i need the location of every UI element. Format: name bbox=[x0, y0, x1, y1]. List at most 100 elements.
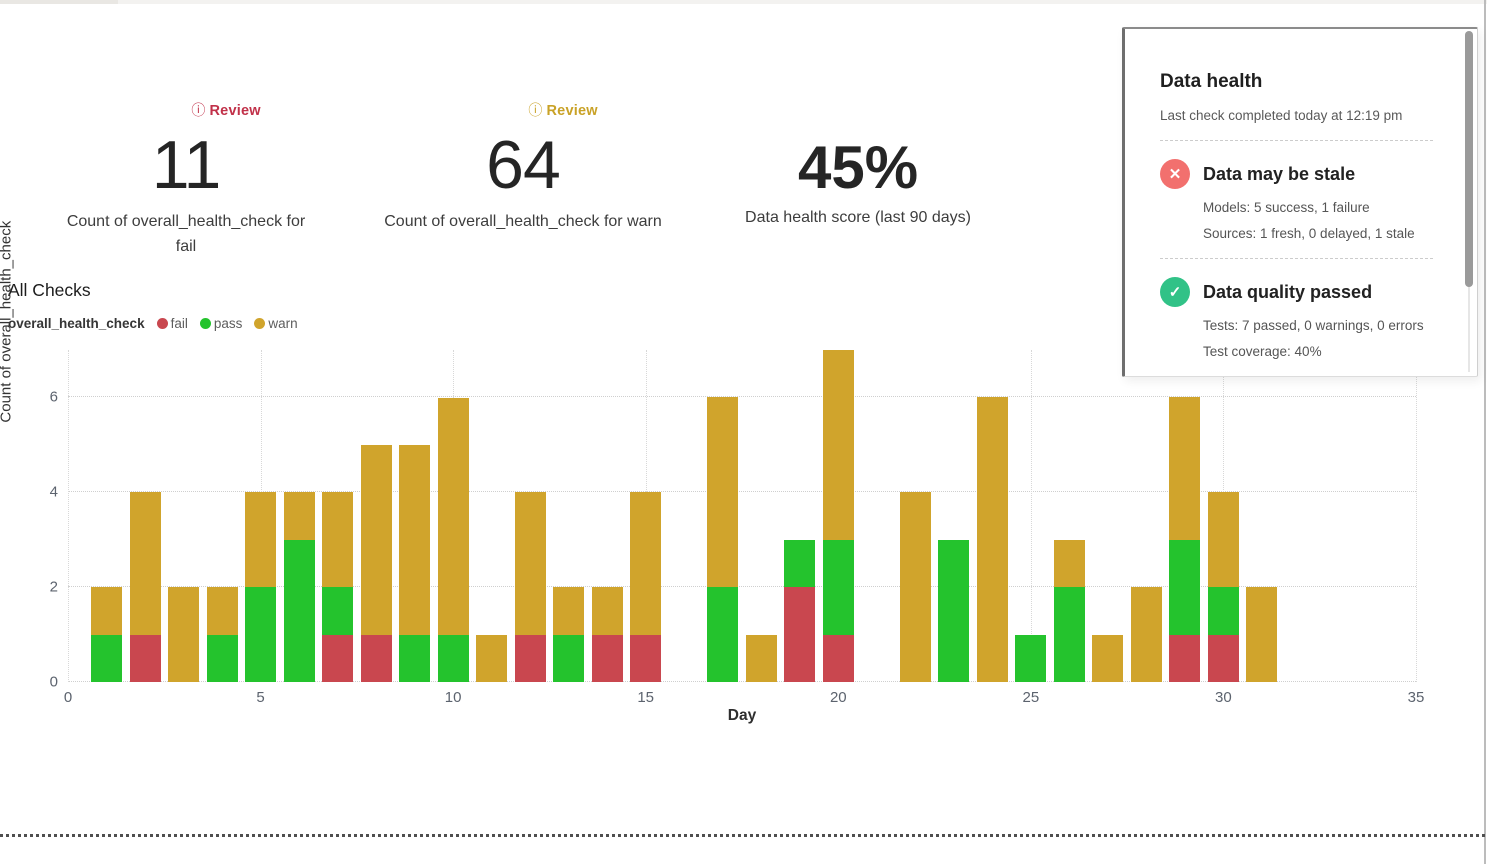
plot-area: 0 2 4 6 0 5 10 15 20 25 30 35 bbox=[50, 350, 1424, 706]
badge-spacer bbox=[678, 100, 1038, 120]
bar-segment-warn-day-4[interactable] bbox=[206, 587, 238, 635]
kpi-tile-health-score[interactable]: 45% Data health score (last 90 days) bbox=[678, 100, 1038, 231]
gridline-v bbox=[68, 350, 69, 682]
bar-segment-pass-day-23[interactable] bbox=[938, 539, 970, 682]
data-health-panel: Data health Last check completed today a… bbox=[1122, 27, 1478, 377]
bar-segment-warn-day-10[interactable] bbox=[437, 397, 469, 635]
bar-segment-warn-day-15[interactable] bbox=[630, 492, 662, 635]
check-circle-icon: ✓ bbox=[1160, 277, 1190, 307]
bar-segment-warn-day-7[interactable] bbox=[322, 492, 354, 588]
x-tick-label: 5 bbox=[256, 689, 265, 706]
bar-segment-warn-day-24[interactable] bbox=[976, 397, 1008, 682]
bar-segment-fail-day-8[interactable] bbox=[360, 634, 392, 682]
legend-label: warn bbox=[268, 316, 298, 331]
info-icon: ⓘ bbox=[528, 102, 543, 118]
review-badge-label: Review bbox=[209, 103, 261, 119]
kpi-label: Count of overall_health_check for fail bbox=[66, 213, 306, 255]
bar-segment-fail-day-7[interactable] bbox=[322, 634, 354, 682]
x-tick-label: 25 bbox=[1022, 689, 1040, 706]
bar-segment-warn-day-9[interactable] bbox=[399, 444, 431, 635]
bar-segment-warn-day-14[interactable] bbox=[591, 587, 623, 635]
bar-segment-warn-day-1[interactable] bbox=[91, 587, 122, 635]
bar-segment-warn-day-13[interactable] bbox=[553, 587, 585, 635]
bar-segment-pass-day-19[interactable] bbox=[784, 539, 816, 588]
legend-dot-fail bbox=[156, 318, 168, 329]
legend-label: fail bbox=[170, 316, 188, 331]
bar-segment-warn-day-8[interactable] bbox=[360, 444, 392, 635]
legend-label: pass bbox=[213, 316, 243, 331]
bar-segment-pass-day-7[interactable] bbox=[322, 587, 354, 635]
bar-segment-warn-day-6[interactable] bbox=[283, 492, 315, 540]
gridline-h bbox=[68, 491, 1416, 493]
bar-segment-pass-day-4[interactable] bbox=[206, 634, 238, 682]
x-tick-label: 20 bbox=[829, 689, 847, 706]
bar-segment-pass-day-30[interactable] bbox=[1207, 587, 1239, 635]
y-axis-title: Count of overall_health_check bbox=[0, 220, 15, 423]
bar-segment-warn-day-30[interactable] bbox=[1207, 492, 1239, 588]
info-icon: ⓘ bbox=[191, 102, 206, 118]
kpi-tile-fail-count[interactable]: ⓘ Review 11 Count of overall_health_check… bbox=[6, 100, 366, 260]
bar-segment-warn-day-3[interactable] bbox=[168, 587, 199, 682]
bar-segment-fail-day-20[interactable] bbox=[822, 634, 854, 682]
x-tick-label: 35 bbox=[1407, 689, 1425, 706]
bar-segment-warn-day-28[interactable] bbox=[1130, 587, 1162, 682]
bar-segment-warn-day-12[interactable] bbox=[514, 492, 546, 635]
section-line-models: Models: 5 success, 1 failure bbox=[1203, 200, 1370, 215]
bar-segment-pass-day-5[interactable] bbox=[245, 587, 277, 682]
bar-segment-fail-day-12[interactable] bbox=[514, 634, 546, 682]
bar-segment-pass-day-25[interactable] bbox=[1015, 634, 1047, 682]
divider bbox=[1160, 140, 1433, 141]
bar-segment-pass-day-17[interactable] bbox=[707, 587, 739, 682]
y-tick-label: 2 bbox=[49, 578, 58, 596]
kpi-tile-warn-count[interactable]: ⓘ Review 64 Count of overall_health_check… bbox=[343, 100, 703, 235]
gridline-h bbox=[68, 396, 1416, 398]
bar-segment-fail-day-15[interactable] bbox=[630, 634, 662, 682]
panel-subtitle: Last check completed today at 12:19 pm bbox=[1160, 108, 1403, 123]
review-badge-warn[interactable]: ⓘ Review bbox=[528, 100, 597, 120]
bar-segment-warn-day-26[interactable] bbox=[1053, 539, 1085, 588]
window-right-edge bbox=[1484, 0, 1486, 864]
bar-segment-fail-day-2[interactable] bbox=[129, 634, 161, 682]
bar-segment-warn-day-29[interactable] bbox=[1169, 397, 1201, 540]
gridline-v bbox=[1030, 350, 1032, 682]
bar-segment-pass-day-29[interactable] bbox=[1169, 539, 1201, 635]
chart-title: All Checks bbox=[8, 280, 91, 300]
bar-segment-pass-day-9[interactable] bbox=[399, 634, 431, 682]
legend-item-warn[interactable]: warn bbox=[254, 316, 298, 331]
bar-segment-fail-day-30[interactable] bbox=[1207, 634, 1239, 682]
legend-dot-pass bbox=[199, 318, 211, 329]
panel-scrollbar-thumb[interactable] bbox=[1465, 31, 1473, 287]
gridline-h bbox=[68, 586, 1416, 588]
section-line-sources: Sources: 1 fresh, 0 delayed, 1 stale bbox=[1203, 226, 1415, 241]
bar-segment-warn-day-5[interactable] bbox=[245, 492, 277, 588]
bar-segment-fail-day-29[interactable] bbox=[1169, 634, 1201, 682]
bar-segment-pass-day-1[interactable] bbox=[91, 634, 122, 682]
health-section-quality: ✓ Data quality passed Tests: 7 passed, 0… bbox=[1160, 277, 1433, 359]
bar-segment-fail-day-19[interactable] bbox=[784, 587, 816, 682]
kpi-value: 11 bbox=[151, 127, 222, 204]
bar-segment-warn-day-2[interactable] bbox=[129, 492, 161, 635]
x-tick-label: 15 bbox=[637, 689, 655, 706]
section-line-coverage: Test coverage: 40% bbox=[1203, 344, 1322, 359]
bar-segment-warn-day-27[interactable] bbox=[1092, 634, 1124, 682]
legend-item-fail[interactable]: fail bbox=[156, 316, 188, 331]
bar-segment-warn-day-11[interactable] bbox=[476, 634, 508, 682]
bar-segment-warn-day-31[interactable] bbox=[1246, 587, 1278, 682]
bar-segment-pass-day-6[interactable] bbox=[283, 539, 315, 682]
x-tick-label: 30 bbox=[1215, 689, 1232, 706]
bar-segment-pass-day-13[interactable] bbox=[553, 634, 585, 682]
bar-segment-warn-day-22[interactable] bbox=[899, 492, 931, 682]
bar-segment-pass-day-20[interactable] bbox=[822, 539, 854, 635]
kpi-value: 64 bbox=[486, 127, 561, 204]
bar-segment-warn-day-20[interactable] bbox=[822, 350, 854, 540]
kpi-label: Data health score (last 90 days) bbox=[745, 209, 971, 226]
legend-item-pass[interactable]: pass bbox=[199, 316, 243, 331]
bar-segment-warn-day-18[interactable] bbox=[745, 634, 777, 682]
bar-segment-fail-day-14[interactable] bbox=[591, 634, 623, 682]
bar-segment-warn-day-17[interactable] bbox=[707, 397, 739, 588]
bar-segment-pass-day-10[interactable] bbox=[437, 634, 469, 682]
divider bbox=[1160, 258, 1433, 259]
bar-segment-pass-day-26[interactable] bbox=[1053, 587, 1085, 682]
review-badge-fail[interactable]: ⓘ Review bbox=[191, 100, 260, 120]
